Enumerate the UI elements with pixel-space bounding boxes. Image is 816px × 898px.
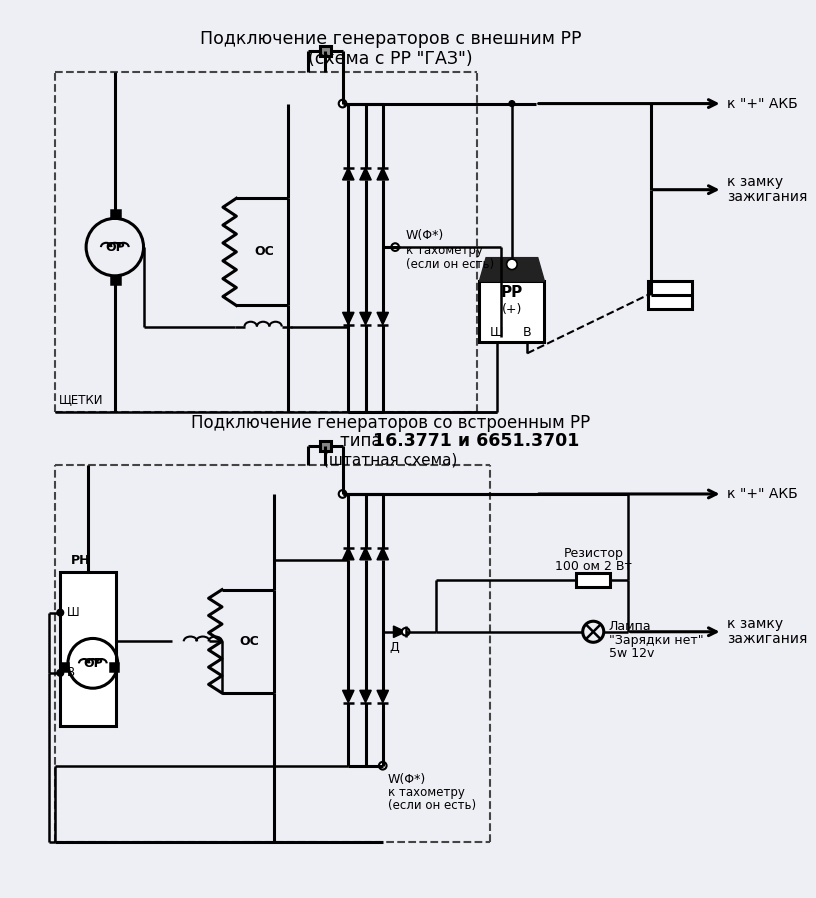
Text: типа: типа: [339, 432, 392, 450]
Polygon shape: [343, 548, 354, 559]
Text: Ш: Ш: [67, 606, 80, 619]
Text: к замку: к замку: [727, 175, 783, 189]
Text: Резистор: Резистор: [563, 547, 623, 559]
Text: (если он есть): (если он есть): [406, 258, 494, 271]
Text: ЩЕТКИ: ЩЕТКИ: [60, 393, 104, 406]
Polygon shape: [343, 691, 354, 702]
Bar: [110, 664, 118, 671]
Circle shape: [57, 609, 64, 616]
Circle shape: [57, 670, 64, 676]
Text: (схема с РР "ГАЗ"): (схема с РР "ГАЗ"): [308, 49, 472, 67]
Text: РР: РР: [501, 285, 523, 300]
Circle shape: [339, 490, 346, 497]
Text: Подключение генераторов с внешним РР: Подключение генераторов с внешним РР: [200, 31, 581, 48]
Text: (+): (+): [502, 303, 522, 316]
Polygon shape: [360, 691, 371, 702]
Bar: [111, 210, 120, 218]
Text: Лампа: Лампа: [609, 621, 651, 633]
Polygon shape: [360, 313, 371, 324]
Bar: [60, 664, 68, 671]
Text: зажигания: зажигания: [727, 632, 808, 647]
Text: W(Φ*): W(Φ*): [406, 229, 444, 242]
Text: (штатная схема): (штатная схема): [323, 452, 458, 467]
Polygon shape: [360, 168, 371, 180]
Text: к "+" АКБ: к "+" АКБ: [727, 97, 798, 110]
Circle shape: [392, 243, 399, 251]
Text: Подключение генераторов со встроенным РР: Подключение генераторов со встроенным РР: [191, 414, 590, 432]
Text: 5w 12v: 5w 12v: [609, 647, 654, 660]
Text: РН: РН: [71, 554, 90, 568]
Text: к тахометру: к тахометру: [388, 786, 464, 799]
Polygon shape: [343, 168, 354, 180]
Text: В: В: [523, 326, 531, 339]
Polygon shape: [343, 313, 354, 324]
Bar: [479, 281, 544, 342]
Text: к "+" АКБ: к "+" АКБ: [727, 487, 798, 501]
Bar: [320, 441, 331, 451]
Bar: [60, 572, 116, 726]
Text: 16.3771 и 6651.3701: 16.3771 и 6651.3701: [373, 432, 579, 450]
Text: Ш: Ш: [490, 326, 503, 339]
Text: (если он есть): (если он есть): [388, 799, 476, 813]
Circle shape: [379, 762, 387, 770]
Bar: [320, 46, 331, 56]
Circle shape: [401, 628, 410, 636]
Text: ОР: ОР: [83, 656, 103, 670]
Text: W(Φ*): W(Φ*): [388, 772, 426, 786]
Polygon shape: [377, 313, 388, 324]
Circle shape: [339, 100, 346, 108]
Polygon shape: [377, 691, 388, 702]
Circle shape: [509, 101, 515, 107]
Text: к тахометру: к тахометру: [406, 244, 482, 258]
Text: ОР: ОР: [105, 241, 125, 253]
Text: "Зарядки нет": "Зарядки нет": [609, 634, 703, 647]
Text: Д: Д: [389, 640, 399, 654]
Text: В: В: [67, 666, 75, 680]
Bar: [111, 276, 120, 285]
Polygon shape: [479, 258, 544, 281]
Text: ОС: ОС: [240, 635, 259, 647]
Text: ОС: ОС: [255, 245, 274, 259]
Polygon shape: [377, 168, 388, 180]
Text: 100 ом 2 Вт: 100 ом 2 Вт: [555, 560, 632, 573]
Text: к замку: к замку: [727, 617, 783, 631]
Polygon shape: [393, 626, 406, 638]
Bar: [576, 574, 610, 586]
Circle shape: [507, 259, 517, 269]
Text: зажигания: зажигания: [727, 190, 808, 205]
Polygon shape: [377, 548, 388, 559]
Polygon shape: [360, 548, 371, 559]
Bar: [648, 280, 692, 309]
